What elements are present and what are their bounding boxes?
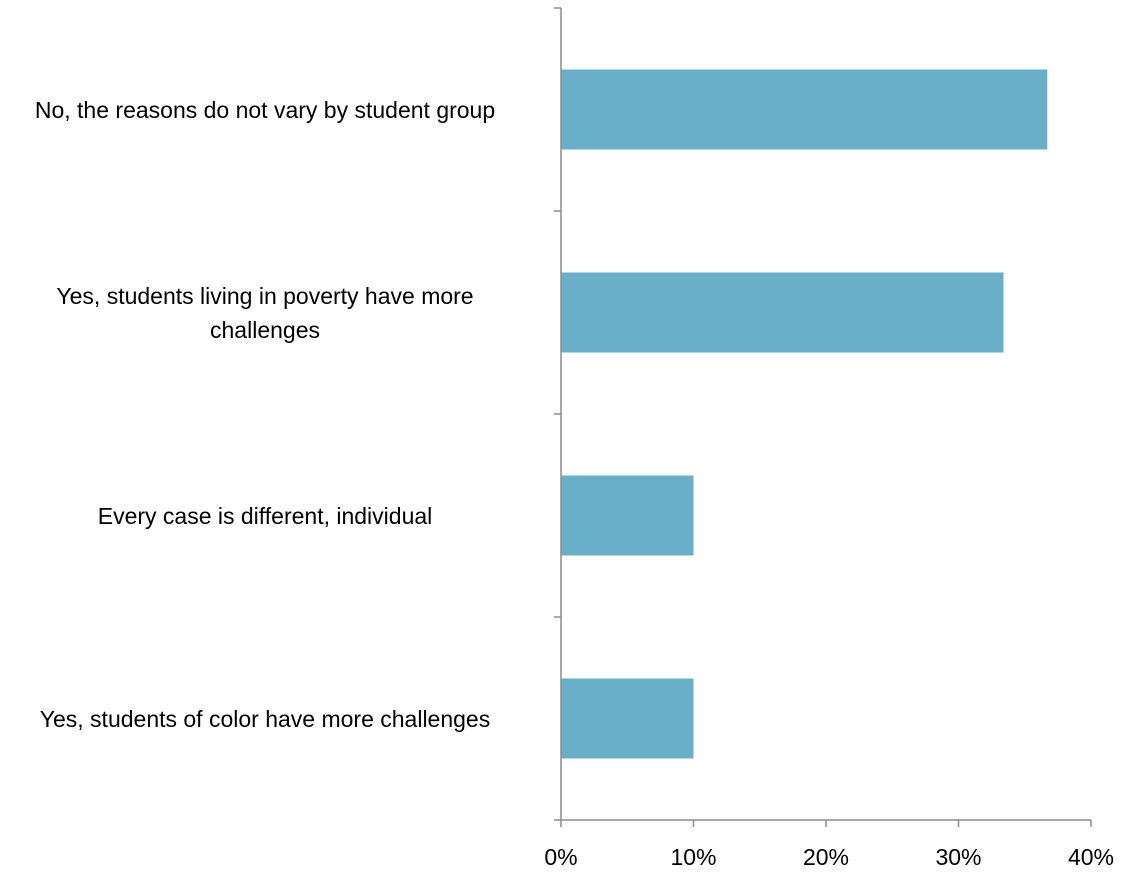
x-tick-label: 10% — [670, 844, 717, 870]
bar — [561, 272, 1004, 353]
x-tick-label: 40% — [1067, 844, 1115, 870]
x-tick-label: 0% — [544, 844, 578, 870]
bar — [561, 678, 694, 759]
axes-layer — [554, 7, 1092, 827]
category-label: No, the reasons do not vary by student g… — [34, 96, 496, 123]
bar — [561, 69, 1048, 150]
category-label: Every case is different, individual — [97, 502, 433, 529]
x-tick-label: 30% — [935, 844, 982, 870]
x-tick-label: 20% — [802, 844, 850, 870]
category-label: Yes, students of color have more challen… — [39, 705, 491, 732]
bar — [561, 475, 694, 556]
category-label: Yes, students living in poverty have mor… — [56, 282, 474, 343]
bars-layer — [561, 69, 1048, 759]
